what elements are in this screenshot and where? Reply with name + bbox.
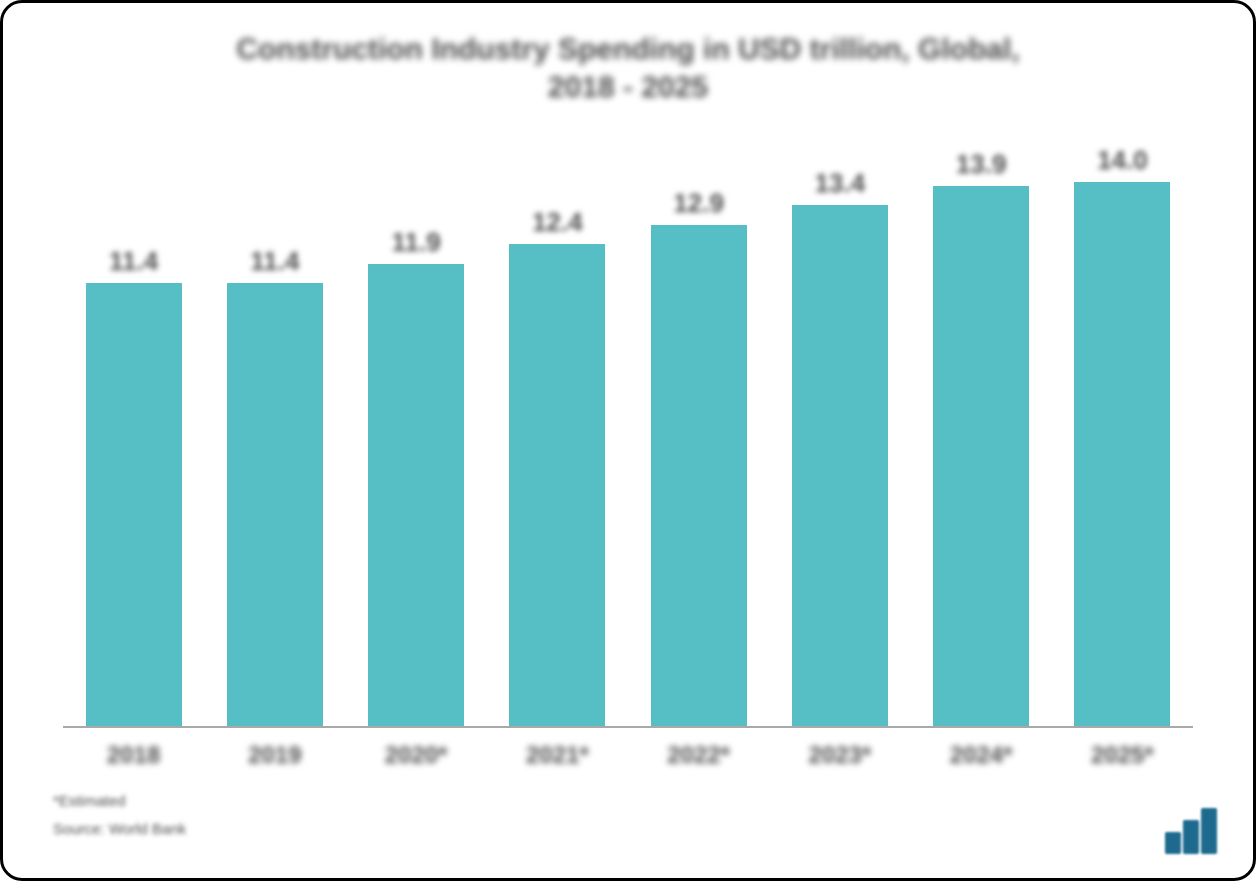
logo-bar-icon	[1201, 808, 1217, 854]
bar-slot: 11.4	[63, 143, 204, 728]
bar-rect	[933, 186, 1029, 728]
x-axis-label: 2025*	[1052, 742, 1193, 770]
bar-rect	[1074, 182, 1170, 728]
chart-title: Construction Industry Spending in USD tr…	[3, 31, 1253, 106]
bar-value-label: 14.0	[1097, 145, 1148, 176]
bar-slot: 13.4	[769, 143, 910, 728]
plot-area: 11.4 11.4 11.9 12.4 12.9 13.4 13.9 14.0	[63, 143, 1193, 728]
bar-slot: 13.9	[911, 143, 1052, 728]
mordor-logo	[1165, 808, 1217, 854]
footnote-text: *Estimated	[53, 793, 126, 810]
x-axis-labels: 201820192020*2021*2022*2023*2024*2025*	[63, 742, 1193, 770]
bar-value-label: 11.4	[109, 246, 158, 277]
bar-rect	[227, 283, 323, 728]
bar-slot: 12.4	[487, 143, 628, 728]
x-axis-label: 2022*	[628, 742, 769, 770]
bar-rect	[368, 264, 464, 728]
bar-rect	[792, 205, 888, 728]
chart-frame: Construction Industry Spending in USD tr…	[0, 0, 1256, 881]
bar-slot: 11.9	[346, 143, 487, 728]
bar-slot: 11.4	[204, 143, 345, 728]
logo-bar-icon	[1183, 820, 1199, 854]
x-axis-label: 2021*	[487, 742, 628, 770]
x-axis-label: 2019	[204, 742, 345, 770]
bar-slot: 14.0	[1052, 143, 1193, 728]
bar-slot: 12.9	[628, 143, 769, 728]
bar-value-label: 12.9	[673, 188, 724, 219]
x-axis-label: 2024*	[911, 742, 1052, 770]
source-text: Source: World Bank	[53, 821, 186, 838]
chart-title-line1: Construction Industry Spending in USD tr…	[3, 31, 1253, 69]
bars-container: 11.4 11.4 11.9 12.4 12.9 13.4 13.9 14.0	[63, 143, 1193, 728]
x-axis-label: 2020*	[346, 742, 487, 770]
logo-bar-icon	[1165, 832, 1181, 854]
bar-value-label: 12.4	[532, 207, 583, 238]
bar-rect	[86, 283, 182, 728]
bar-value-label: 11.9	[392, 227, 441, 258]
chart-title-line2: 2018 - 2025	[3, 69, 1253, 107]
bar-value-label: 13.9	[956, 149, 1007, 180]
bar-rect	[651, 225, 747, 728]
x-axis-baseline	[63, 726, 1193, 728]
x-axis-label: 2023*	[769, 742, 910, 770]
bar-value-label: 13.4	[815, 168, 866, 199]
x-axis-label: 2018	[63, 742, 204, 770]
bar-value-label: 11.4	[250, 246, 299, 277]
bar-rect	[509, 244, 605, 728]
